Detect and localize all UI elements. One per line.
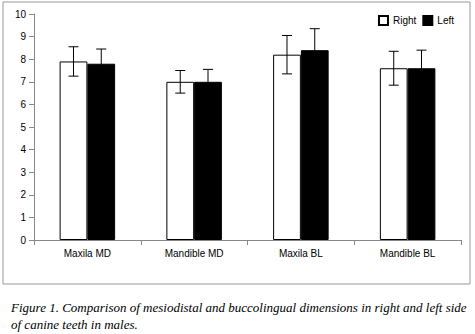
svg-text:Maxila MD: Maxila MD <box>64 248 111 259</box>
svg-text:Mandible BL: Mandible BL <box>380 248 436 259</box>
svg-text:3: 3 <box>20 167 26 178</box>
svg-text:1: 1 <box>20 212 26 223</box>
svg-text:10: 10 <box>15 9 27 20</box>
svg-text:7: 7 <box>20 76 26 87</box>
svg-text:Right: Right <box>393 15 417 26</box>
svg-text:Mandible MD: Mandible MD <box>165 248 224 259</box>
svg-text:6: 6 <box>20 99 26 110</box>
svg-text:4: 4 <box>20 144 26 155</box>
svg-text:9: 9 <box>20 31 26 42</box>
svg-text:Maxila BL: Maxila BL <box>279 248 323 259</box>
svg-text:of canine teeth in males.: of canine teeth in males. <box>11 317 138 332</box>
svg-text:5: 5 <box>20 122 26 133</box>
svg-text:2: 2 <box>20 189 26 200</box>
svg-text:Left: Left <box>437 15 454 26</box>
svg-text:0: 0 <box>20 235 26 246</box>
svg-text:Figure 1. Comparison of mesiod: Figure 1. Comparison of mesiodistal and … <box>10 300 470 315</box>
svg-text:8: 8 <box>20 54 26 65</box>
